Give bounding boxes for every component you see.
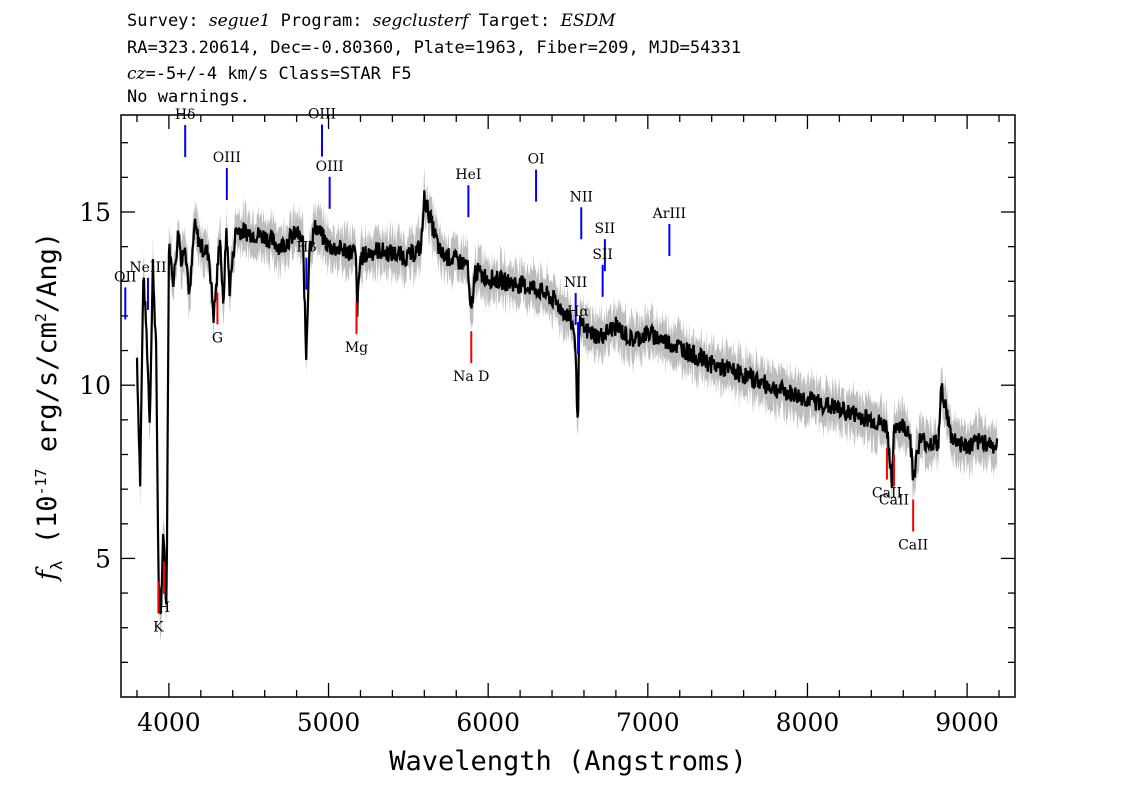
program-value: segclusterf (372, 11, 469, 31)
absorption-line-label: CaII (879, 493, 909, 509)
header-line-coordinates: RA=323.20614, Dec=-0.80360, Plate=1963, … (127, 38, 742, 58)
y-tick-label: 5 (95, 544, 111, 573)
line-labels: OIINeIIIHδOIIIHβOIIIOIIIHeIOINIIHαNIISII… (114, 107, 928, 636)
emission-line-label: NII (570, 189, 593, 205)
plot-frame (120, 114, 1016, 698)
emission-line-label: SII (595, 221, 616, 237)
emission-line-label: OI (528, 152, 545, 168)
cz-label: cz (127, 64, 146, 84)
x-axis-label: Wavelength (Angstroms) (389, 746, 747, 777)
y-tick-label: 10 (79, 371, 111, 400)
emission-line-label: ArIII (652, 206, 686, 222)
flux-series (135, 190, 999, 615)
y-axis-label: fλ (10-17 erg/s/cm2/Ang) (32, 232, 66, 582)
target-label: Target: (468, 11, 561, 31)
x-tick-label: 6000 (456, 708, 520, 737)
header-line-redshift: cz=-5+/-4 km/s Class=STAR F5 (127, 64, 412, 85)
emission-line-label: HeI (455, 167, 481, 183)
emission-line-label: Hα (567, 304, 589, 320)
absorption-line-label: Na D (453, 369, 489, 385)
x-tick-label: 7000 (616, 708, 680, 737)
absorption-line-label: K (153, 620, 164, 636)
x-tick-label: 5000 (297, 708, 361, 737)
absorption-line-label: Mg (345, 340, 368, 356)
header-line-survey: Survey: segue1 Program: segclusterf Targ… (127, 11, 616, 32)
axes: 4000 5000 6000 7000 8000 9000 5 10 15 (79, 115, 1015, 737)
absorption-line-label: CaII (898, 538, 928, 554)
emission-line-label: OII (114, 269, 137, 285)
absorption-line-label: G (212, 330, 223, 346)
emission-line-label: SII (592, 247, 613, 263)
survey-label: Survey: (127, 11, 209, 31)
survey-value: segue1 (208, 11, 271, 31)
emission-line-label: NeIII (129, 260, 166, 276)
emission-line-label: OIII (213, 150, 241, 166)
emission-line-label: OIII (316, 159, 344, 175)
program-label: Program: (270, 11, 373, 31)
emission-line-label: NII (564, 275, 587, 291)
target-value: ESDM (560, 11, 616, 31)
cz-value: =-5+/-4 (145, 64, 218, 84)
flux-line (135, 190, 999, 615)
line-markers (124, 124, 915, 614)
cz-unit-class: km/s Class=STAR F5 (217, 64, 412, 84)
x-tick-label: 4000 (137, 708, 201, 737)
absorption-line-label: CaII (872, 486, 902, 502)
header-line-warnings: No warnings. (127, 87, 250, 107)
x-tick-label: 9000 (935, 708, 999, 737)
y-tick-label: 15 (79, 198, 111, 227)
emission-line-label: Hβ (296, 240, 316, 256)
x-tick-label: 8000 (776, 708, 840, 737)
absorption-line-label: H (158, 600, 170, 616)
